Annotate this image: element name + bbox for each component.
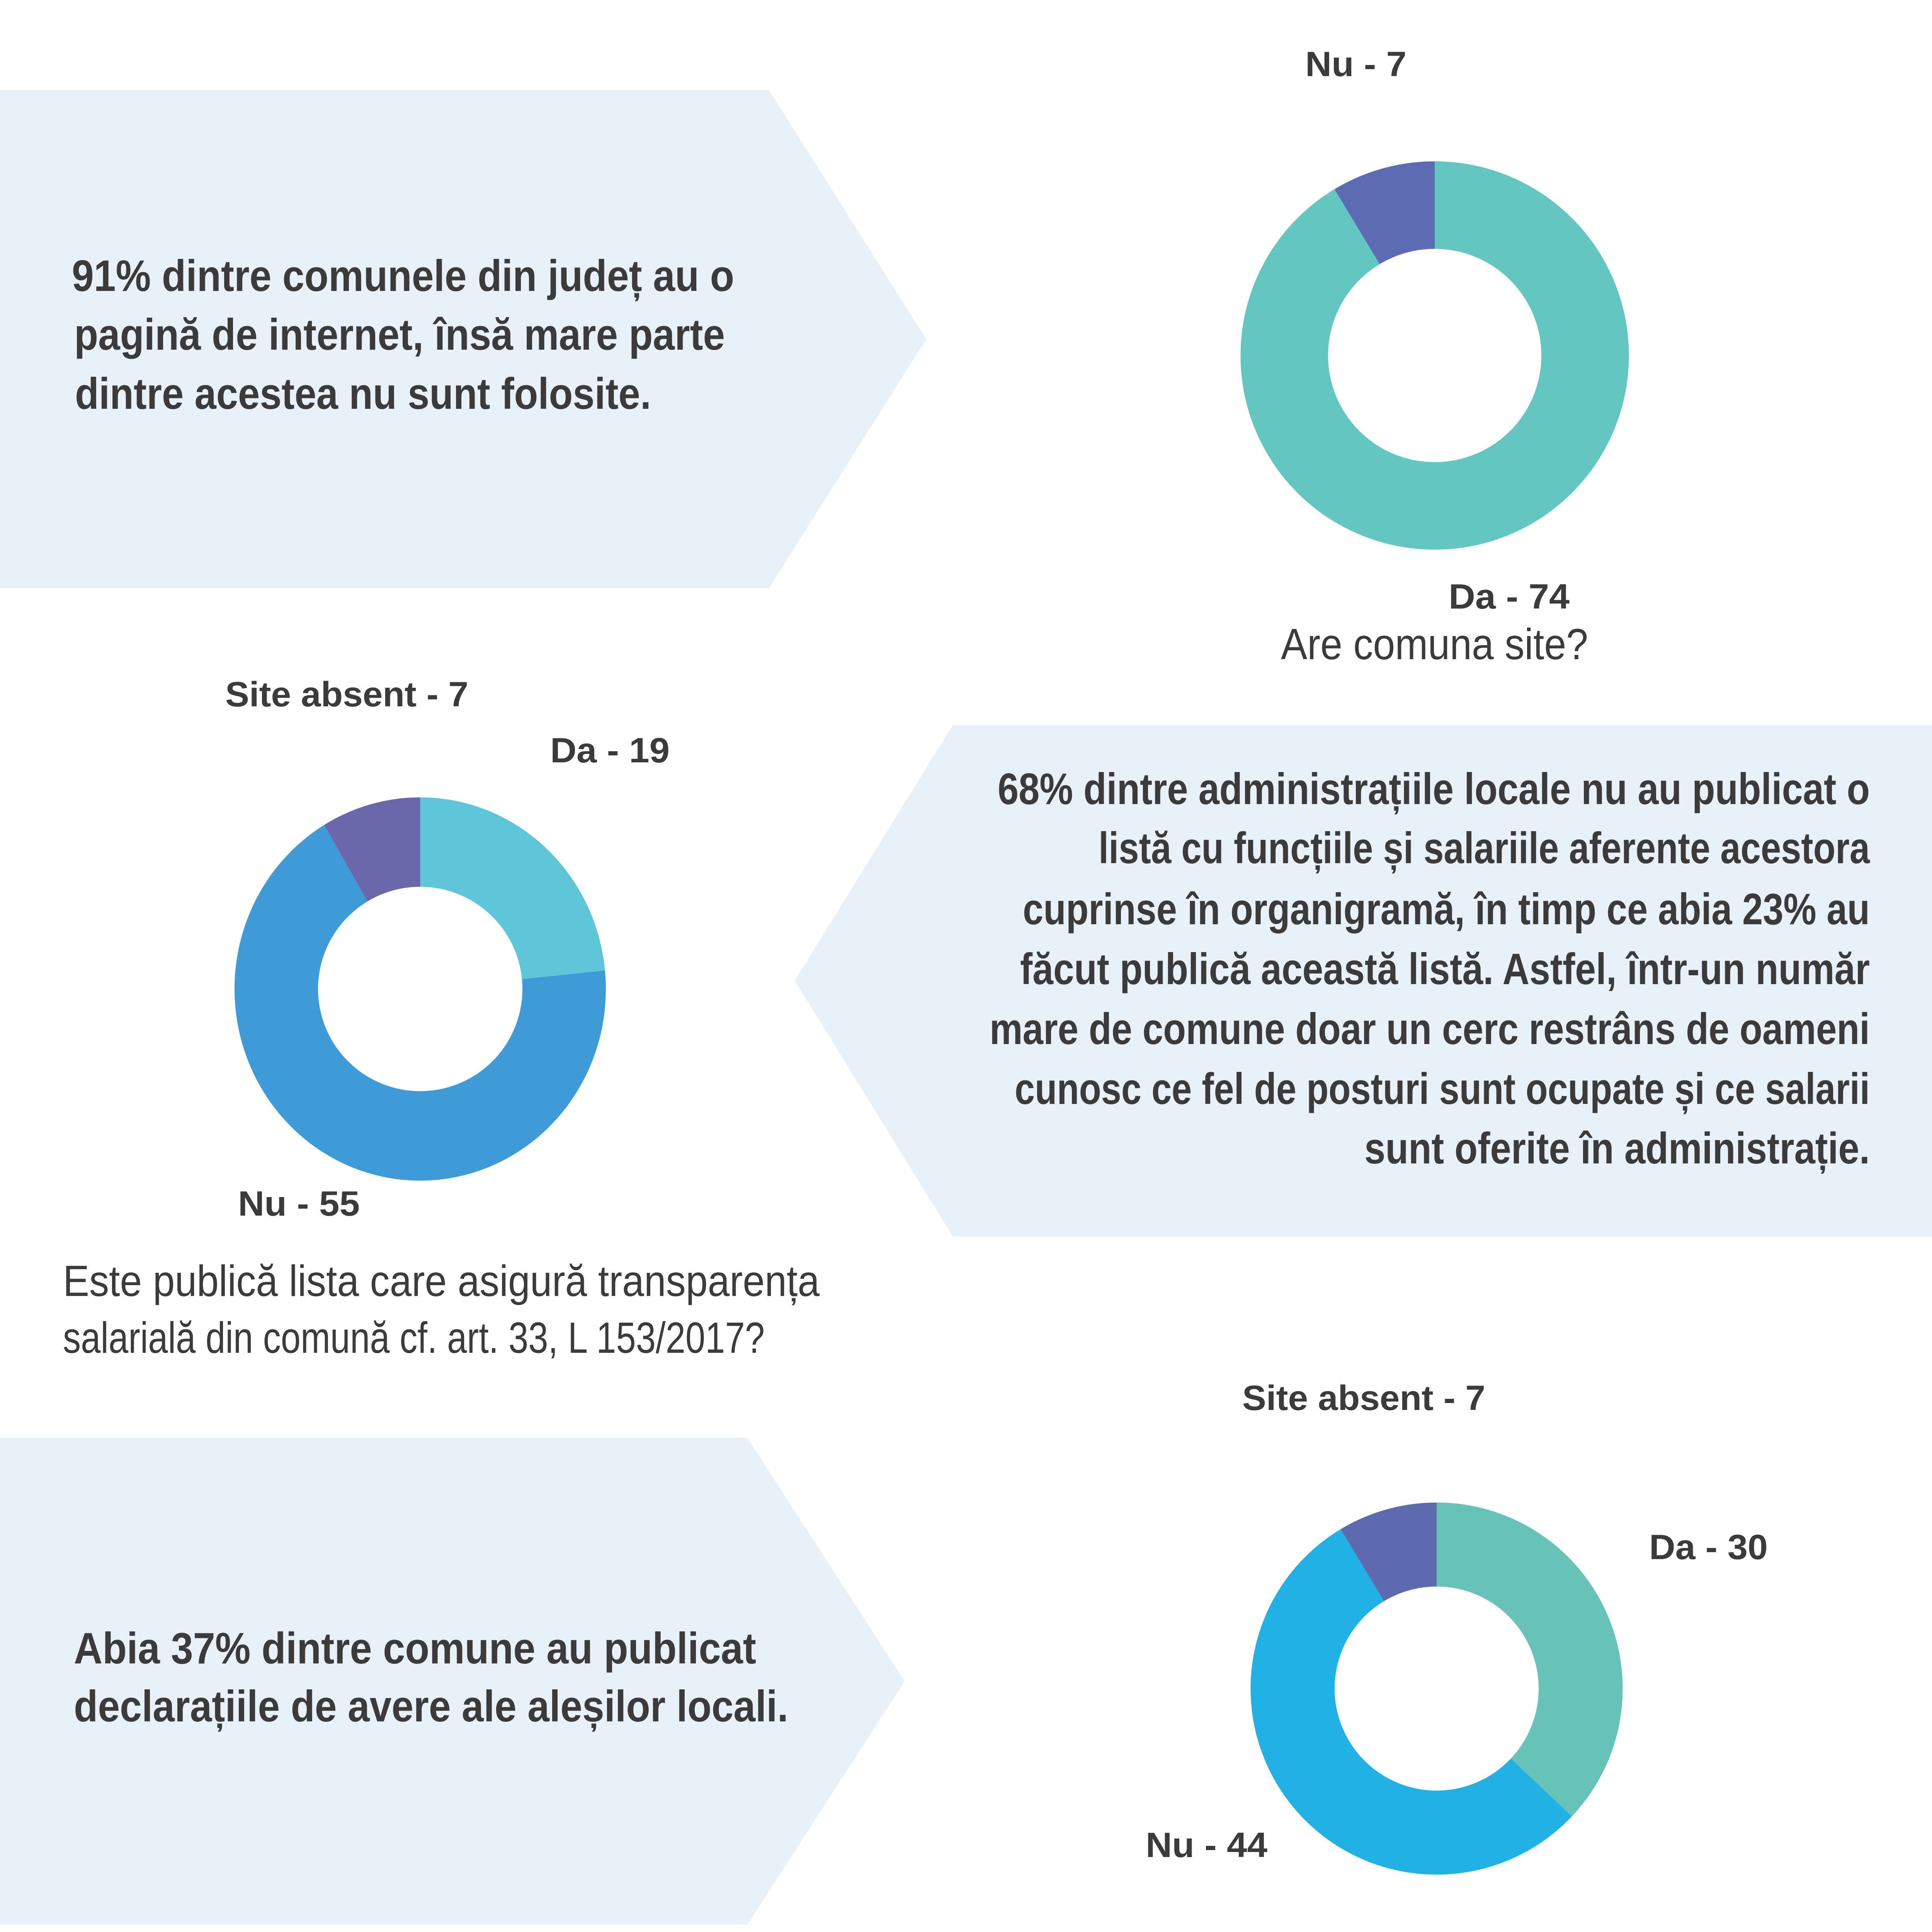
svg-text:declarațiile de avere ale aleș: declarațiile de avere ale aleșilor local…: [74, 1682, 788, 1732]
svg-text:Nu - 7: Nu - 7: [1305, 45, 1406, 84]
svg-text:mare de comune doar un cerc re: mare de comune doar un cerc restrâns de …: [990, 1005, 1870, 1054]
svg-text:Nu - 44: Nu - 44: [1146, 1826, 1267, 1865]
svg-text:Are comuna site?: Are comuna site?: [1281, 620, 1588, 668]
svg-text:făcut publică această listă. A: făcut publică această listă. Astfel, înt…: [1020, 945, 1870, 994]
svg-text:91% dintre comunele din județ: 91% dintre comunele din județ au o: [72, 252, 734, 301]
svg-text:Site absent - 7: Site absent - 7: [1242, 1379, 1485, 1418]
svg-text:Este publică lista care asigur: Este publică lista care asigură transpar…: [63, 1257, 820, 1305]
svg-text:Da - 30: Da - 30: [1649, 1528, 1768, 1567]
svg-text:salarială din comună cf. art.: salarială din comună cf. art. 33, L 153/…: [63, 1313, 765, 1362]
svg-text:Site absent - 7: Site absent - 7: [225, 675, 468, 714]
svg-text:68% dintre administrațiile loc: 68% dintre administrațiile locale nu au …: [998, 765, 1870, 815]
svg-text:dintre acestea nu sunt folosit: dintre acestea nu sunt folosite.: [75, 369, 651, 418]
svg-text:pagină de internet, însă mare: pagină de internet, însă mare parte: [74, 310, 725, 359]
svg-text:Abia 37% dintre comune au publ: Abia 37% dintre comune au publicat: [74, 1624, 756, 1673]
svg-text:Da - 74: Da - 74: [1449, 577, 1570, 616]
svg-text:Da - 19: Da - 19: [550, 731, 670, 770]
svg-text:Nu - 55: Nu - 55: [238, 1184, 360, 1223]
svg-text:sunt oferite în administrație.: sunt oferite în administrație.: [1364, 1124, 1870, 1174]
svg-text:cunosc ce fel de posturi sunt: cunosc ce fel de posturi sunt ocupate și…: [1015, 1065, 1870, 1114]
svg-text:listă cu funcțiile și salariil: listă cu funcțiile și salariile aferente…: [1099, 824, 1870, 874]
svg-text:cuprinse în organigramă, în ti: cuprinse în organigramă, în timp ce abia…: [1023, 885, 1870, 934]
